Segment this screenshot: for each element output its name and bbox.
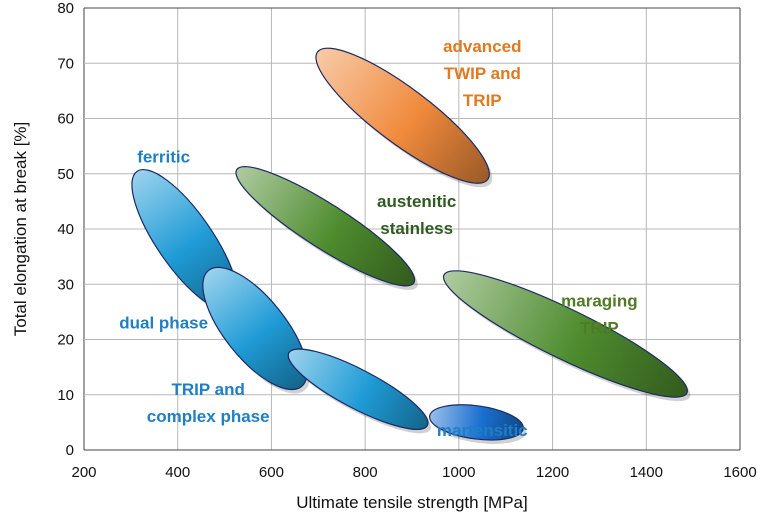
region-label-martensitic: martensitic [437,421,528,440]
y-tick-label: 70 [57,55,74,72]
x-axis-title: Ultimate tensile strength [MPa] [296,493,527,512]
y-tick-label: 80 [57,0,74,17]
x-tick-label: 1400 [630,464,663,481]
tick-labels: 200 400 600 800 1000 1200 1400 1600 0 10 20 30 40 50 6… [57,0,756,481]
region-label-austenitic-stainless: stainless [380,219,453,238]
region-ellipse-advanced-twip-and-trip [315,47,490,184]
region-label-austenitic-stainless: austenitic [377,192,456,211]
region-label-advanced-twip-and-trip: advanced [443,37,521,56]
y-tick-label: 20 [57,332,74,349]
region-label-dual-phase: dual phase [119,313,208,332]
region-label-maraging-trip: maraging [561,291,638,310]
y-tick-label: 60 [57,111,74,128]
region-label-trip-and-complex-phase: TRIP and [171,380,244,399]
x-tick-label: 800 [353,464,378,481]
region-ellipse-trip-and-complex-phase [287,348,429,430]
region-ellipse-martensitic [429,404,524,441]
x-tick-label: 200 [71,464,96,481]
region-label-ferritic: ferritic [137,148,190,167]
x-tick-label: 600 [259,464,284,481]
y-tick-label: 50 [57,166,74,183]
y-tick-label: 40 [57,221,74,238]
region-ellipse-dual-phase [202,266,308,391]
region-ellipses [131,47,691,444]
x-tick-label: 1600 [723,464,756,481]
x-tick-label: 1000 [442,464,475,481]
region-labels: ferritic dual phase TRIP and complex phase m… [119,37,637,440]
region-label-trip-and-complex-phase: complex phase [147,407,270,426]
region-label-advanced-twip-and-trip: TWIP and [444,64,521,83]
x-tick-label: 400 [165,464,190,481]
x-tick-label: 1200 [536,464,569,481]
region-label-maraging-trip: TRIP [580,318,619,337]
region-label-advanced-twip-and-trip: TRIP [463,91,502,110]
y-tick-label: 10 [57,387,74,404]
y-axis-title: Total elongation at break [%] [11,122,30,337]
region-ellipse-austenitic-stainless [235,166,416,287]
y-tick-label: 0 [66,442,74,459]
y-tick-label: 30 [57,276,74,293]
region-ellipse-maraging-trip [442,270,688,398]
